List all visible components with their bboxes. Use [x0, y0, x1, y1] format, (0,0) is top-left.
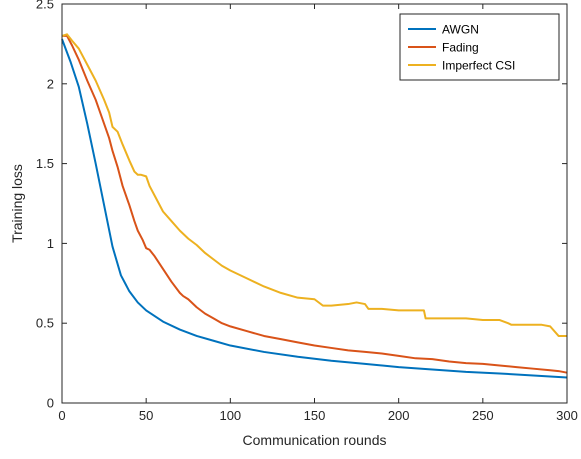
- legend: AWGN Fading Imperfect CSI: [399, 13, 560, 81]
- y-tick-label: 2: [47, 76, 54, 91]
- x-axis-ticks: 0 50 100 150 200 250 300: [58, 4, 578, 423]
- y-tick-label: 1: [47, 236, 54, 251]
- x-tick-label: 300: [556, 408, 578, 423]
- series-line-imperfect-csi: [61, 33, 567, 337]
- y-tick-label: 1.5: [36, 156, 54, 171]
- legend-entry-label: Imperfect CSI: [442, 59, 515, 73]
- x-tick-label: 150: [304, 408, 326, 423]
- legend-entry-label: AWGN: [442, 23, 479, 37]
- legend-entry-label: Fading: [442, 41, 479, 55]
- x-tick-label: 0: [58, 408, 65, 423]
- series-line-awgn: [61, 38, 568, 379]
- plot-area: [61, 3, 568, 404]
- x-tick-label: 50: [139, 408, 153, 423]
- x-tick-label: 250: [472, 408, 494, 423]
- x-axis-label: Communication rounds: [243, 432, 387, 448]
- x-tick-label: 200: [388, 408, 410, 423]
- y-tick-label: 0.5: [36, 316, 54, 331]
- series-line-fading: [62, 34, 568, 374]
- y-axis-label: Training loss: [9, 164, 25, 243]
- y-tick-label: 2.5: [36, 0, 54, 12]
- y-axis-ticks: 0 0.5 1 1.5 2 2.5: [36, 0, 567, 411]
- x-tick-label: 100: [219, 408, 241, 423]
- y-tick-label: 0: [47, 396, 54, 411]
